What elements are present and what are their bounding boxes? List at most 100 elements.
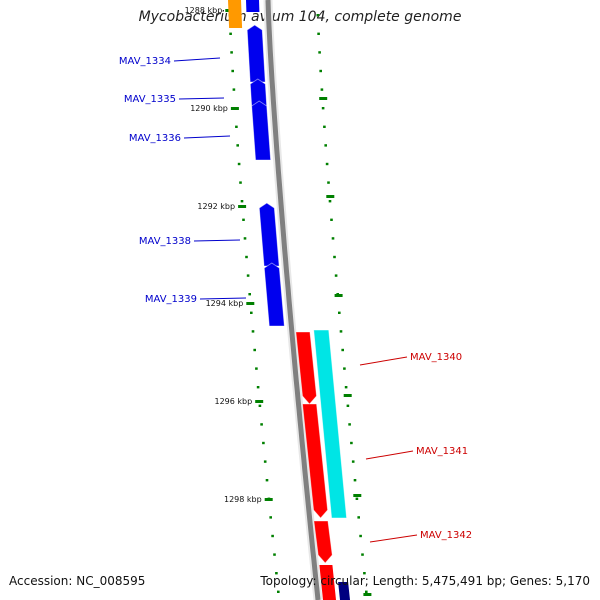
genome-summary-text: Topology: circular; Length: 5,475,491 bp…	[260, 574, 590, 588]
minor-tick	[262, 441, 265, 445]
minor-tick	[321, 107, 325, 110]
minor-tick	[250, 311, 253, 314]
reverse-cds-arrow	[251, 100, 272, 161]
minor-tick	[248, 293, 251, 296]
minor-tick	[338, 311, 341, 314]
minor-tick	[245, 255, 248, 259]
minor-tick	[237, 162, 241, 166]
minor-tick	[351, 460, 355, 463]
gene-label: MAV_1334	[119, 56, 171, 67]
reverse-cds-arrow	[249, 78, 268, 107]
map-title: Mycobacterium avium 104, complete genome	[138, 9, 462, 25]
minor-tick	[334, 274, 338, 277]
gene-label: MAV_1336	[129, 133, 181, 144]
forward-cds-arrow	[295, 331, 317, 405]
reverse-cds-partial-top	[246, 0, 260, 12]
minor-tick	[263, 460, 267, 463]
minor-tick	[265, 479, 269, 482]
minor-tick	[236, 144, 239, 147]
kbp-tick-label: 1292 kbp	[197, 202, 235, 211]
minor-tick	[271, 534, 274, 538]
minor-tick	[229, 32, 232, 35]
kbp-tick-label: 1290 kbp	[190, 104, 228, 113]
minor-tick	[230, 51, 233, 54]
minor-tick	[277, 590, 280, 593]
minor-tick	[317, 32, 320, 35]
kbp-tick-label: 1298 kbp	[224, 495, 262, 504]
gene-label-leader	[359, 356, 408, 366]
major-tick	[353, 494, 362, 497]
minor-tick	[319, 69, 322, 73]
minor-tick	[324, 144, 327, 147]
minor-tick	[251, 330, 255, 333]
gene-label-leader	[199, 297, 247, 300]
reverse-cds-arrow	[263, 262, 285, 327]
gene-label: MAV_1335	[124, 94, 176, 105]
minor-tick	[239, 181, 242, 184]
minor-tick	[258, 404, 262, 407]
minor-tick	[246, 274, 250, 277]
minor-tick	[359, 534, 362, 538]
major-tick	[363, 593, 372, 596]
minor-tick	[363, 572, 366, 575]
minor-tick	[365, 590, 368, 593]
minor-tick	[320, 88, 324, 91]
minor-tick	[260, 423, 263, 426]
minor-tick	[269, 516, 272, 519]
minor-tick	[350, 441, 353, 445]
minor-tick	[316, 14, 320, 17]
dark-feature-partial-bottom	[338, 582, 350, 600]
minor-tick	[323, 125, 326, 128]
forward-cds-arrow	[313, 520, 333, 564]
minor-tick	[355, 497, 359, 500]
major-tick	[238, 205, 247, 208]
gene-label-leader	[173, 57, 221, 62]
minor-tick	[357, 516, 360, 519]
major-tick	[264, 498, 273, 501]
gene-label-leader	[369, 534, 418, 543]
kbp-tick-label: 1294 kbp	[206, 299, 244, 308]
minor-tick	[328, 200, 332, 203]
minor-tick	[344, 386, 348, 389]
gene-label-leader	[365, 450, 414, 460]
gene-label: MAV_1341	[416, 446, 468, 457]
minor-tick	[273, 553, 276, 556]
minor-tick	[330, 218, 333, 221]
reverse-cds-arrow	[258, 202, 280, 267]
major-tick	[230, 107, 239, 110]
kbp-tick-label: 1288 kbp	[185, 6, 223, 15]
minor-tick	[242, 218, 245, 221]
gene-label: MAV_1342	[420, 530, 472, 541]
outer-tick-ring	[316, 14, 368, 593]
minor-tick	[255, 367, 258, 370]
major-tick	[334, 294, 343, 297]
accession-text: Accession: NC_008595	[9, 574, 146, 588]
gene-label: MAV_1338	[139, 236, 191, 247]
gene-label: MAV_1339	[145, 294, 197, 305]
minor-tick	[327, 181, 330, 184]
forward-cds-partial-bottom	[319, 565, 336, 600]
gene-label-leader	[193, 239, 241, 242]
minor-tick	[361, 553, 364, 556]
minor-tick	[353, 479, 357, 482]
minor-tick	[240, 200, 244, 203]
gene-label-leader	[183, 135, 231, 139]
minor-tick	[235, 125, 238, 128]
minor-tick	[318, 51, 321, 54]
minor-tick	[231, 69, 234, 73]
minor-tick	[253, 348, 256, 352]
backbone-line	[265, 0, 321, 600]
minor-tick	[256, 386, 260, 389]
minor-tick	[348, 423, 351, 426]
cyan-feature	[313, 329, 348, 519]
major-tick	[326, 195, 335, 198]
reverse-cds-arrow	[246, 24, 266, 83]
major-tick	[343, 394, 352, 397]
minor-tick	[339, 330, 343, 333]
minor-tick	[243, 237, 247, 240]
minor-tick	[331, 237, 335, 240]
kbp-tick-label: 1296 kbp	[214, 397, 252, 406]
gene-label-leader	[178, 97, 225, 100]
minor-tick	[232, 88, 236, 91]
